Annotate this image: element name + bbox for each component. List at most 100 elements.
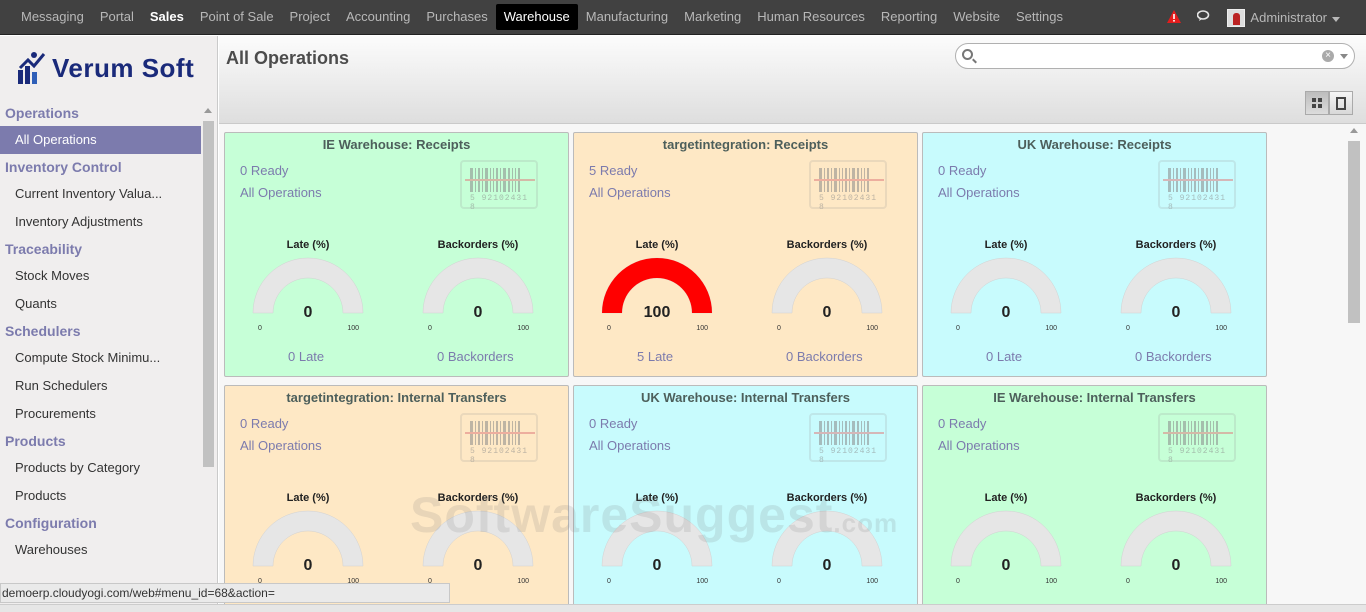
main-scrollbar[interactable] [1347, 125, 1361, 612]
all-operations-link[interactable]: All Operations [240, 185, 322, 200]
backorders-count-link[interactable]: 0 Backorders [1135, 349, 1212, 364]
topnav-item-manufacturing[interactable]: Manufacturing [585, 9, 669, 24]
backorders-gauge-label: Backorders (%) [437, 239, 519, 251]
operation-card[interactable]: targetintegration: Internal Transfers 0 … [224, 385, 569, 612]
card-title[interactable]: targetintegration: Internal Transfers [286, 390, 507, 405]
sidebar-item-products-by-category[interactable]: Products by Category [15, 460, 141, 475]
ready-count-link[interactable]: 0 Ready [240, 163, 289, 178]
late-count-link[interactable]: 0 Late [288, 349, 325, 364]
ready-count-link[interactable]: 0 Ready [938, 416, 987, 431]
kanban-board: IE Warehouse: Receipts 0 Ready All Opera… [219, 125, 1366, 612]
sidebar-item-procurements[interactable]: Procurements [15, 406, 96, 421]
form-view-button[interactable] [1329, 91, 1353, 115]
sidebar-section-operations: Operations [5, 105, 79, 121]
topnav-item-reporting[interactable]: Reporting [880, 9, 938, 24]
search-icon [962, 49, 973, 60]
scrollbar-thumb[interactable] [1348, 141, 1360, 323]
kanban-view-button[interactable] [1305, 91, 1329, 115]
sidebar-item-warehouses[interactable]: Warehouses [15, 542, 88, 557]
scroll-up-arrow-icon[interactable] [204, 108, 212, 113]
topnav-item-messaging[interactable]: Messaging [21, 9, 84, 24]
late-gauge: Late (%) 100 0 100 [592, 239, 722, 332]
operation-card[interactable]: UK Warehouse: Internal Transfers 0 Ready… [573, 385, 918, 612]
scrollbar-thumb[interactable] [203, 121, 214, 467]
late-gauge-value: 0 [1001, 304, 1011, 321]
search-input[interactable] [976, 47, 1316, 65]
gauge-min: 0 [258, 578, 262, 585]
all-operations-link[interactable]: All Operations [589, 438, 671, 453]
ready-count-link[interactable]: 0 Ready [938, 163, 987, 178]
sidebar-item-inventory-adjustments[interactable]: Inventory Adjustments [15, 214, 143, 229]
topnav-item-sales[interactable]: Sales [149, 9, 184, 24]
card-title[interactable]: UK Warehouse: Internal Transfers [640, 390, 850, 405]
backorders-gauge-label: Backorders (%) [786, 492, 868, 504]
barcode-icon[interactable]: 5 92102431 8 [1158, 160, 1236, 212]
all-operations-link[interactable]: All Operations [938, 438, 1020, 453]
horizontal-scrollbar[interactable] [0, 604, 1366, 612]
topnav-item-portal[interactable]: Portal [99, 9, 134, 24]
all-operations-link[interactable]: All Operations [938, 185, 1020, 200]
sidebar-item-quants[interactable]: Quants [15, 296, 57, 311]
backorders-gauge: Backorders (%) 0 0 100 [762, 239, 892, 332]
chat-icon[interactable] [1197, 10, 1211, 25]
card-title[interactable]: targetintegration: Receipts [662, 137, 829, 152]
backorders-gauge: Backorders (%) 0 0 100 [413, 239, 543, 332]
barcode-icon[interactable]: 5 92102431 8 [809, 160, 887, 212]
ready-count-link[interactable]: 5 Ready [589, 163, 638, 178]
late-gauge-value: 100 [643, 304, 671, 321]
operation-card[interactable]: targetintegration: Receipts 5 Ready All … [573, 132, 918, 377]
card-title[interactable]: IE Warehouse: Internal Transfers [993, 390, 1196, 405]
search-box[interactable]: × [955, 43, 1355, 69]
scroll-up-arrow-icon[interactable] [1350, 128, 1358, 133]
backorders-gauge-value: 0 [1171, 304, 1181, 321]
alert-icon[interactable] [1167, 9, 1182, 26]
topnav-item-accounting[interactable]: Accounting [346, 9, 411, 24]
topnav-item-marketing[interactable]: Marketing [684, 9, 742, 24]
barcode-icon[interactable]: 5 92102431 8 [1158, 413, 1236, 465]
topnav-item-website[interactable]: Website [953, 9, 1000, 24]
topnav-item-warehouse[interactable]: Warehouse [495, 4, 578, 30]
sidebar-item-all-operations[interactable]: All Operations [0, 126, 201, 154]
form-icon [1336, 96, 1346, 110]
barcode-icon[interactable]: 5 92102431 8 [460, 160, 538, 212]
gauge-max: 100 [696, 325, 708, 332]
ready-count-link[interactable]: 0 Ready [589, 416, 638, 431]
company-logo[interactable]: Verum Soft [0, 36, 217, 100]
sidebar-item-run-schedulers[interactable]: Run Schedulers [15, 378, 108, 393]
sidebar-item-products[interactable]: Products [15, 488, 67, 503]
backorders-count-link[interactable]: 0 Backorders [437, 349, 514, 364]
gauge-max: 100 [1045, 325, 1057, 332]
avatar [1227, 8, 1246, 27]
barcode-icon[interactable]: 5 92102431 8 [460, 413, 538, 465]
sidebar-scrollbar[interactable] [202, 108, 215, 612]
all-operations-link[interactable]: All Operations [240, 438, 322, 453]
late-count-link[interactable]: 0 Late [986, 349, 1023, 364]
topnav-item-point-of-sale[interactable]: Point of Sale [199, 9, 274, 24]
gauge-min: 0 [258, 325, 262, 332]
clear-search-icon[interactable]: × [1322, 50, 1334, 62]
user-menu[interactable]: Administrator [1227, 8, 1340, 27]
systray: Administrator [1167, 0, 1340, 35]
barcode-number: 5 92102431 8 [1168, 194, 1227, 212]
topnav-item-project[interactable]: Project [289, 9, 331, 24]
card-title[interactable]: UK Warehouse: Receipts [1017, 137, 1172, 152]
topnav-item-human-resources[interactable]: Human Resources [757, 9, 865, 24]
operation-card[interactable]: IE Warehouse: Receipts 0 Ready All Opera… [224, 132, 569, 377]
late-gauge: Late (%) 0 0 100 [941, 492, 1071, 585]
backorders-count-link[interactable]: 0 Backorders [786, 349, 863, 364]
all-operations-link[interactable]: All Operations [589, 185, 671, 200]
barcode-icon[interactable]: 5 92102431 8 [809, 413, 887, 465]
topnav-item-purchases[interactable]: Purchases [426, 9, 488, 24]
operation-card[interactable]: IE Warehouse: Internal Transfers 0 Ready… [922, 385, 1267, 612]
search-options-caret-icon[interactable] [1340, 54, 1348, 59]
late-count-link[interactable]: 5 Late [637, 349, 674, 364]
ready-count-link[interactable]: 0 Ready [240, 416, 289, 431]
gauge-max: 100 [1215, 578, 1227, 585]
operation-card[interactable]: UK Warehouse: Receipts 0 Ready All Opera… [922, 132, 1267, 377]
sidebar-item-compute-stock-minimu[interactable]: Compute Stock Minimu... [15, 350, 161, 365]
sidebar-item-stock-moves[interactable]: Stock Moves [15, 268, 90, 283]
card-title[interactable]: IE Warehouse: Receipts [322, 137, 471, 152]
sidebar-item-current-inventory-valua[interactable]: Current Inventory Valua... [15, 186, 163, 201]
topnav-item-settings[interactable]: Settings [1016, 9, 1063, 24]
late-gauge: Late (%) 0 0 100 [243, 239, 373, 332]
